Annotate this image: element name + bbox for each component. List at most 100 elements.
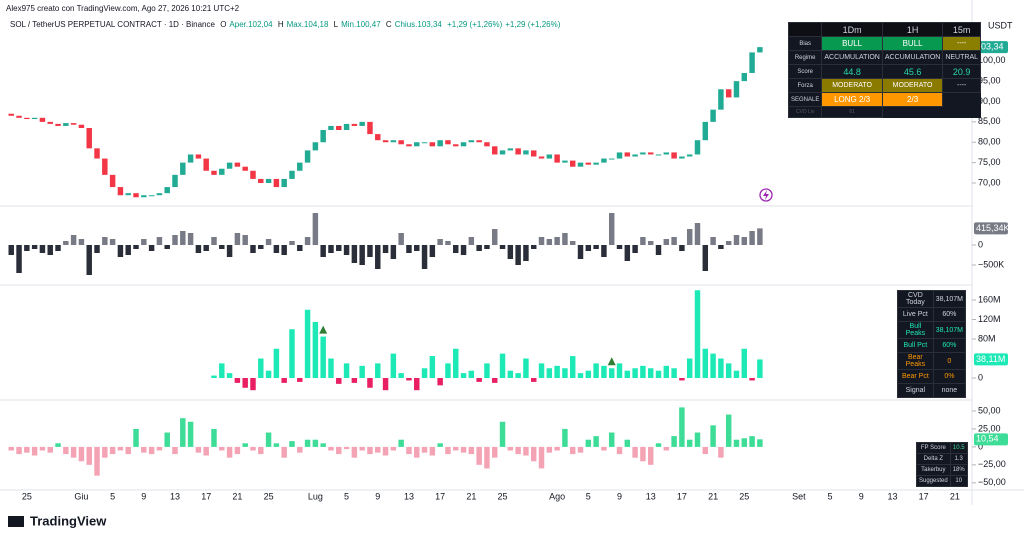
bar: [531, 245, 537, 249]
bar: [523, 446, 529, 456]
table-cell: LONG 2/3: [821, 92, 883, 107]
table-corner: [787, 22, 823, 37]
bar: [367, 446, 373, 455]
candle-body: [320, 130, 326, 143]
bar: [102, 237, 108, 245]
bar: [226, 373, 233, 379]
x-tick-label: 13: [887, 491, 897, 501]
candle-body: [8, 113, 14, 116]
bar: [640, 237, 646, 245]
bar: [24, 446, 30, 453]
bar: [156, 237, 163, 245]
bar: [741, 438, 748, 447]
y-tick-label: 160M: [978, 294, 1001, 304]
x-tick-label: 17: [201, 491, 211, 501]
bar: [265, 239, 272, 245]
candle-body: [694, 140, 701, 155]
bar: [265, 370, 272, 379]
bar: [757, 359, 763, 379]
bar: [359, 446, 365, 451]
bar: [164, 432, 170, 447]
change: +1,29 (+1,26%): [447, 20, 503, 29]
bar: [460, 245, 467, 255]
bar: [203, 446, 209, 456]
bar: [375, 363, 381, 379]
table-cell: ACCUMULATION: [821, 50, 883, 65]
bar: [39, 446, 46, 451]
candle-body: [546, 154, 553, 159]
bar: [608, 432, 615, 447]
bar: [8, 245, 14, 255]
bar: [671, 368, 677, 379]
bar: [312, 321, 319, 379]
bar: [86, 245, 92, 275]
bar: [640, 365, 646, 379]
candle-body: [258, 178, 264, 183]
bar: [125, 446, 131, 455]
ohlc-key: C: [385, 20, 392, 29]
bar: [336, 446, 342, 455]
ohlc-value: Min.100,47: [341, 20, 381, 29]
bar: [710, 237, 716, 245]
bar: [180, 418, 186, 447]
bar: [484, 245, 490, 249]
y-tick-label: 95,00: [978, 75, 1001, 85]
table-cell: 10: [949, 475, 968, 487]
symbol: SOL / TetherUS PERPETUAL CONTRACT · 1D ·…: [10, 20, 215, 29]
candle-body: [507, 148, 514, 151]
candle-body: [24, 117, 30, 120]
bar: [585, 245, 592, 251]
bar: [608, 213, 615, 245]
table-row: Bull Pct 60%: [897, 338, 967, 353]
bar: [679, 378, 685, 381]
candle-body: [414, 142, 420, 147]
table-cell: MODERATO: [821, 78, 883, 93]
bar: [187, 421, 194, 447]
y-tick-label: −500K: [978, 259, 1004, 269]
candle-body: [102, 158, 108, 175]
table-row: CVD Today 38,107M: [897, 290, 967, 308]
bar: [16, 245, 22, 273]
candle-body: [733, 81, 740, 98]
table-label: Regime: [787, 50, 823, 65]
bar: [562, 428, 568, 447]
candle-body: [55, 123, 61, 126]
bar: [421, 245, 428, 269]
x-tick-label: Set: [792, 491, 806, 501]
table-row: Suggested 10: [916, 475, 968, 487]
change: +1,29 (+1,26%): [505, 20, 561, 29]
bar: [219, 363, 225, 379]
bar: [211, 237, 217, 245]
table-label: CVD Today: [897, 290, 934, 308]
bar: [523, 245, 529, 261]
bar: [203, 245, 209, 251]
table-label: SEGNALE: [787, 92, 823, 107]
bar: [125, 245, 131, 255]
y-tick-label: 80,00: [978, 137, 1001, 147]
bar: [725, 363, 732, 379]
bar: [148, 245, 155, 251]
bar: [538, 363, 545, 379]
x-tick-label: 25: [498, 491, 508, 501]
bar: [24, 245, 30, 251]
bar: [577, 446, 584, 453]
bar: [679, 407, 685, 447]
alert-icon[interactable]: [759, 188, 773, 202]
candle-body: [180, 162, 186, 175]
bar: [632, 245, 638, 253]
signal-table: 1Dm 1H 15m Bias BULL BULL ---- Regime ACCUMULATI…: [787, 22, 982, 118]
candle-body: [211, 170, 217, 175]
y-tick-label: 75,00: [978, 157, 1001, 167]
bar: [289, 241, 295, 245]
table-label: FP Score: [916, 442, 951, 454]
candle-body: [343, 123, 350, 131]
bar: [234, 446, 241, 455]
candle-body: [632, 154, 638, 157]
bar: [647, 368, 654, 379]
candle-body: [156, 193, 163, 196]
bar: [141, 239, 147, 245]
y-tick-label: 0: [978, 372, 983, 382]
candle-body: [312, 142, 319, 151]
bar: [453, 348, 459, 379]
table-header: 1Dm: [821, 22, 883, 37]
